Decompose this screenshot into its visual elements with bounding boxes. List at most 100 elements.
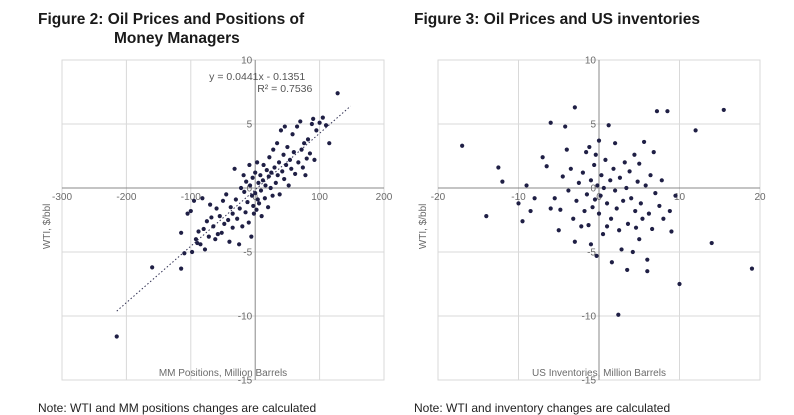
fig2-data-point [247, 162, 252, 168]
fig3-data-point [673, 193, 678, 198]
fig2-data-point [204, 219, 209, 224]
fig2-y-tick-label: -5 [243, 248, 252, 259]
fig2-data-point [293, 171, 298, 177]
figure-3-scatter-chart: -20 -10 0 10 20 -15 -10 -5 0 5 10 US Inventories, M… [418, 56, 766, 387]
fig2-data-point [235, 216, 240, 221]
fig2-data-point [266, 174, 271, 179]
fig3-data-point [532, 196, 537, 201]
fig3-data-point [617, 228, 622, 233]
fig2-data-point [290, 132, 295, 137]
fig3-data-point [665, 109, 670, 114]
fig2-data-point [311, 116, 316, 121]
fig3-data-point [603, 157, 608, 162]
fig2-data-point [256, 180, 261, 185]
fig2-data-point [274, 141, 280, 146]
fig3-data-point [596, 211, 602, 216]
fig2-data-point [224, 192, 229, 197]
figure-3-title: Figure 3: Oil Prices and US inventories [414, 11, 700, 28]
figure-3-note: Note: WTI and inventory changes are calc… [414, 401, 671, 415]
fig3-x-tick-label: 0 [596, 192, 602, 203]
fig2-data-point [193, 237, 199, 242]
fig3-data-point [500, 179, 505, 184]
fig2-data-point [255, 160, 260, 165]
fig2-x-axis-label: MM Positions, Million Barrels [159, 368, 287, 379]
fig2-data-point [249, 193, 255, 198]
fig2-x-tick-label: -200 [116, 192, 136, 203]
fig3-data-point [640, 216, 645, 221]
fig3-data-point [633, 225, 639, 230]
fig2-data-point [264, 167, 269, 173]
fig2-data-point [208, 202, 213, 207]
fig2-data-point [278, 128, 284, 133]
fig2-data-point [251, 211, 257, 216]
fig2-data-point [282, 124, 287, 129]
fig3-data-point [571, 216, 576, 221]
fig2-data-point [268, 185, 273, 191]
figure-2-title: Figure 2: Oil Prices and Positions of Mo… [38, 10, 368, 48]
fig3-data-point [600, 231, 606, 237]
fig2-data-point [250, 175, 255, 180]
fig2-data-point [179, 266, 184, 271]
fig3-data-point [653, 191, 658, 196]
figure-2-scatter-chart: -300 -200 -100 0 100 200 -15 -10 -5 0 5 10 y = 0.044… [42, 56, 393, 387]
fig3-data-point [643, 183, 648, 188]
fig2-x-tick-label: 200 [376, 192, 393, 203]
fig3-data-point [617, 175, 623, 180]
fig3-data-point [566, 188, 571, 193]
fig3-data-point [598, 193, 603, 198]
fig2-x-tick-label: -100 [181, 192, 201, 203]
fig3-data-point [677, 281, 682, 287]
fig2-data-point [220, 198, 226, 203]
fig3-data-point [520, 219, 525, 224]
fig3-data-point [568, 166, 573, 171]
fig2-data-point [241, 173, 246, 178]
fig2-data-point [298, 119, 303, 124]
fig3-data-point [669, 229, 674, 234]
fig3-data-point [616, 312, 621, 317]
fig3-x-tick-label: -10 [511, 192, 526, 203]
fig2-data-point [285, 144, 290, 150]
fig3-data-point [629, 196, 634, 201]
fig3-data-point [574, 198, 579, 203]
fig2-data-point [260, 178, 266, 183]
fig2-data-point [196, 229, 201, 234]
figure-2-note: Note: WTI and MM positions changes are c… [38, 401, 317, 415]
fig2-data-point [227, 239, 232, 244]
fig2-data-point [198, 242, 203, 247]
fig3-data-point [590, 205, 595, 210]
fig2-data-point [302, 141, 307, 146]
fig2-data-point [189, 249, 195, 255]
fig2-data-point [114, 334, 119, 339]
fig3-data-point [588, 178, 594, 183]
fig2-y-tick-label: -15 [238, 376, 253, 387]
fig3-data-point [648, 173, 653, 178]
fig3-data-point [641, 139, 647, 145]
fig2-data-point [237, 242, 242, 247]
fig2-data-point [272, 165, 277, 170]
fig2-x-tick-label: -300 [52, 192, 72, 203]
fig2-data-point [217, 214, 222, 219]
fig3-data-point [560, 174, 565, 179]
fig2-data-point [296, 160, 301, 165]
fig2-data-point [335, 91, 340, 96]
fig2-data-point [312, 157, 317, 162]
fig3-data-point [528, 208, 533, 214]
fig2-data-point [262, 196, 267, 201]
fig3-data-point [496, 165, 501, 170]
fig3-data-point [582, 208, 587, 214]
fig2-data-point [291, 150, 296, 155]
fig2-data-point [185, 211, 190, 216]
fig3-data-point [540, 155, 545, 160]
fig3-data-point [604, 224, 610, 229]
fig3-y-tick-label: 0 [590, 184, 596, 195]
fig3-x-axis-label: US Inventories, Million Barrels [532, 368, 666, 379]
fig3-data-point [599, 173, 604, 178]
fig3-data-point [619, 247, 624, 252]
fig2-data-point [309, 121, 314, 127]
fig3-data-point [592, 162, 597, 168]
fig3-data-point [749, 266, 755, 271]
fig2-data-point [211, 224, 216, 229]
fig2-data-point [249, 234, 254, 239]
fig2-data-point [238, 185, 244, 191]
fig2-data-point [206, 234, 211, 239]
